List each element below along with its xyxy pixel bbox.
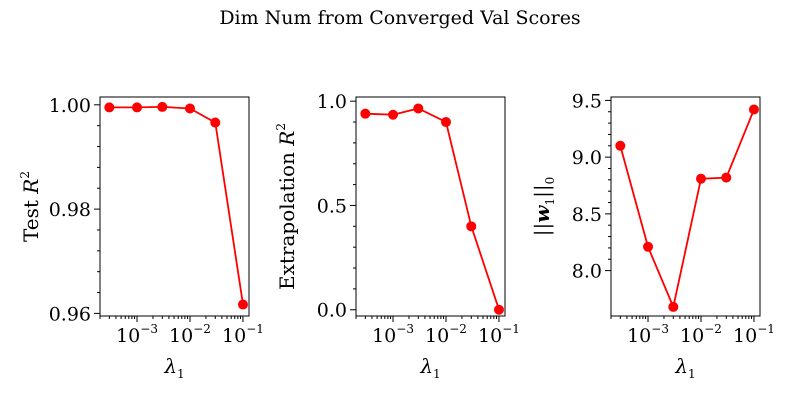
data-point [184, 103, 195, 114]
y-tick-label: 0.96 [49, 303, 91, 325]
plot-frame [99, 96, 250, 317]
y-tick-label: 1.0 [317, 91, 347, 113]
x-tick-label: 10−3 [372, 322, 414, 347]
y-tick-label: 9.5 [572, 90, 602, 112]
x-tick-label: 10−1 [478, 322, 520, 347]
data-point [440, 117, 451, 128]
x-tick-label: 10−3 [116, 322, 158, 347]
y-tick-label: 8.0 [572, 261, 602, 283]
y-axis-label: Extrapolation R2 [274, 123, 299, 290]
data-point [695, 173, 706, 184]
data-point [388, 109, 399, 120]
plot-frame [610, 96, 761, 317]
y-axis-label: ||w1||0 [530, 177, 557, 236]
data-point [721, 172, 732, 183]
y-tick-label: 0.5 [317, 195, 347, 217]
x-tick-label: 10−2 [680, 322, 722, 347]
x-tick-label: 10−1 [733, 322, 775, 347]
chart-panel-2: 10−3 10−2 10−1 0.0 0.5 1.0 λ1 Extrapolation R2 [274, 91, 520, 381]
series-line [365, 107, 500, 310]
data-point [210, 117, 221, 128]
x-axis-label: λ1 [674, 354, 695, 381]
x-tick-label: 10−2 [169, 322, 211, 347]
data-point [466, 221, 477, 232]
plot-frame [355, 96, 506, 317]
data-point [413, 103, 424, 114]
data-point [615, 140, 626, 151]
data-point [668, 301, 679, 312]
data-point [157, 101, 168, 112]
x-axis-label: λ1 [419, 354, 440, 381]
chart-panel-1: 10−3 10−2 10−1 0.96 0.98 1.00 λ1 Test R2 [18, 95, 264, 381]
x-tick-label: 10−1 [222, 322, 264, 347]
x-tick-label: 10−3 [627, 322, 669, 347]
data-point [104, 102, 115, 113]
y-tick-label: 1.00 [49, 95, 91, 117]
y-tick-label: 0.0 [317, 300, 347, 322]
data-point [493, 304, 504, 315]
series-line [619, 109, 755, 310]
x-axis-label: λ1 [163, 354, 184, 381]
y-tick-label: 0.98 [49, 199, 91, 221]
data-point [360, 108, 371, 119]
y-axis-label: Test R2 [18, 171, 43, 242]
data-point [643, 241, 654, 252]
data-point [132, 102, 143, 113]
figure-title: Dim Num from Converged Val Scores [219, 7, 580, 29]
data-point [748, 104, 759, 115]
y-tick-label: 8.5 [572, 204, 602, 226]
x-tick-label: 10−2 [425, 322, 467, 347]
y-tick-label: 9.0 [572, 147, 602, 169]
data-point [237, 299, 248, 310]
series-line [109, 105, 244, 305]
chart-panel-3: 10−3 10−2 10−1 8.0 8.5 9.0 9.5 λ1 ||w1||0 [530, 90, 775, 381]
